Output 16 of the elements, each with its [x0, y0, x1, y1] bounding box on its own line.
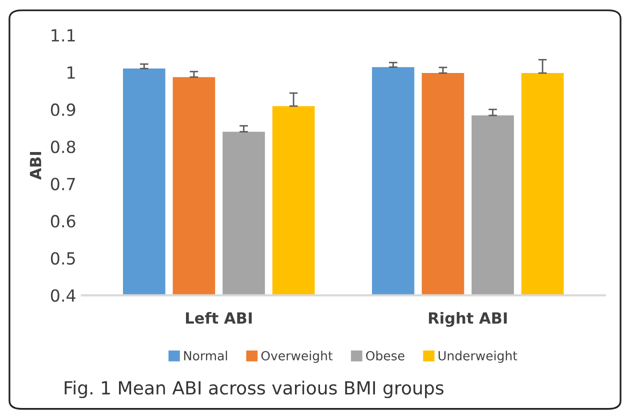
y-tick-label: 0.9	[50, 103, 76, 116]
y-axis-title: ABI	[30, 152, 42, 180]
y-tick-label: 0.6	[50, 214, 76, 228]
legend-label: Obese	[366, 350, 404, 360]
legend-label: Normal	[184, 350, 227, 360]
x-tick-label: Right ABI	[428, 312, 507, 327]
y-tick-label: 0.5	[50, 252, 75, 265]
legend-label: Underweight	[438, 350, 518, 363]
y-tick-label: 0.7	[50, 178, 75, 190]
y-tick-label: 1.1	[52, 29, 75, 42]
y-tick-label: 1	[68, 66, 75, 79]
x-tick-label: Left ABI	[186, 312, 252, 324]
y-tick-label: 0.4	[50, 289, 76, 302]
legend-label: Overweight	[261, 350, 333, 363]
caption: Fig. 1 Mean ABI across various BMI groups	[64, 380, 444, 398]
y-tick-label: 0.8	[50, 140, 76, 154]
